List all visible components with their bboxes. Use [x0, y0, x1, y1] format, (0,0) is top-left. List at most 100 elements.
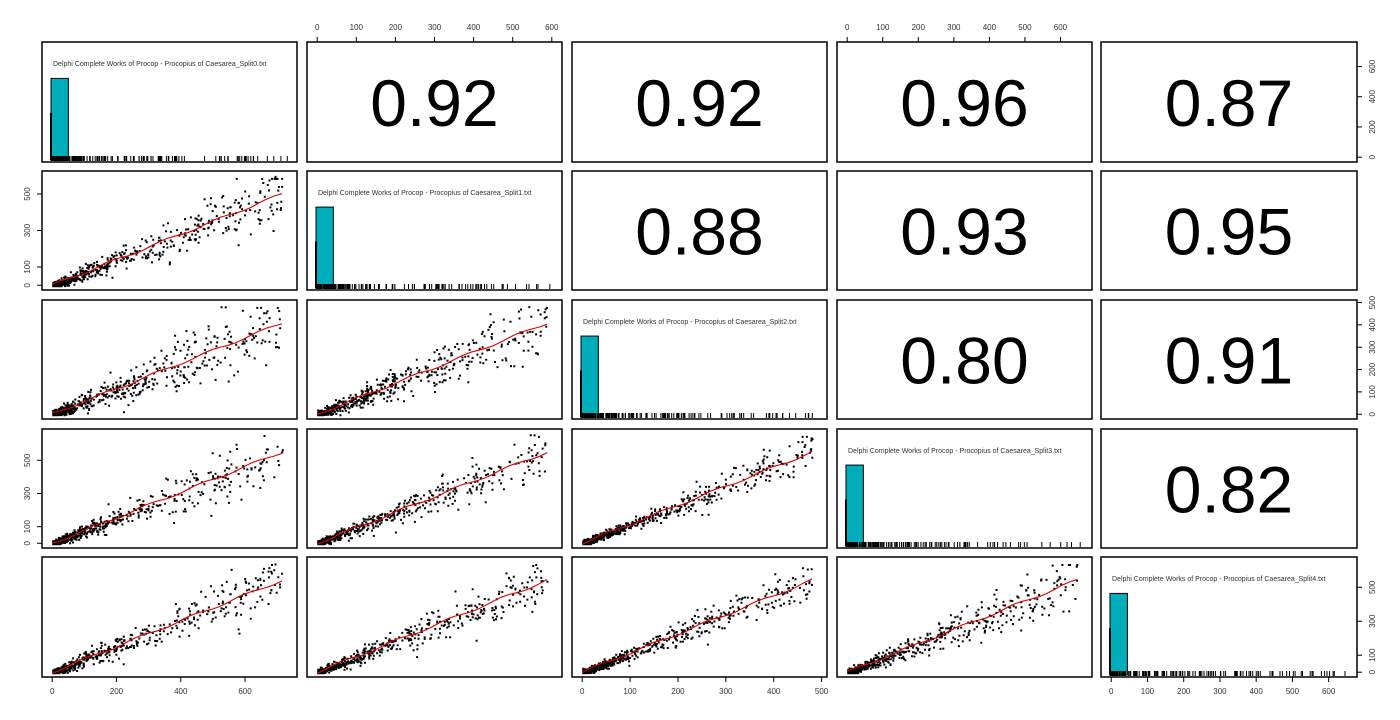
histogram-panel: Delphi Complete Works of Procop - Procop… — [1100, 556, 1358, 678]
tick-label: 200 — [1177, 687, 1191, 696]
tick-label: 600 — [1054, 23, 1068, 32]
loess-line — [51, 193, 283, 285]
tick-label: 400 — [467, 23, 481, 32]
histogram-title: Delphi Complete Works of Procop - Procop… — [583, 319, 797, 326]
histogram-title: Delphi Complete Works of Procop - Procop… — [318, 190, 532, 197]
loess-line — [52, 580, 283, 674]
tick-label: 100 — [623, 687, 637, 696]
loess-line — [316, 579, 548, 674]
tick-label: 100 — [1368, 648, 1377, 662]
loess-line — [317, 452, 548, 545]
tick-label: 100 — [876, 23, 890, 32]
correlation-panel: 0.92 — [306, 41, 563, 163]
bottom-axis: 0 100 200 300 400 500 600 — [1109, 677, 1336, 696]
loess-line — [846, 578, 1078, 672]
correlation-value: 0.92 — [635, 66, 763, 140]
tick-label: 300 — [23, 223, 32, 237]
histogram-title: Delphi Complete Works of Procop - Procop… — [1112, 576, 1326, 583]
tick-label: 100 — [1141, 687, 1155, 696]
correlation-panel: 0.82 — [1100, 428, 1358, 549]
tick-label: 400 — [1368, 318, 1377, 332]
left-axis: 0 100 300 500 — [23, 453, 42, 545]
tick-label: 500 — [1018, 23, 1032, 32]
tick-label: 400 — [1249, 687, 1263, 696]
tick-label: 300 — [947, 23, 961, 32]
tick-label: 300 — [23, 486, 32, 500]
tick-label: 600 — [238, 687, 252, 696]
tick-label: 200 — [1368, 362, 1377, 376]
tick-label: 200 — [110, 687, 124, 696]
top-axis: 0 100 200 300 400 500 600 — [845, 23, 1068, 42]
correlation-panel: 0.95 — [1100, 170, 1358, 291]
tick-label: 300 — [428, 23, 442, 32]
tick-label: 500 — [23, 187, 32, 201]
loess-line — [581, 578, 813, 674]
tick-label: 100 — [23, 260, 32, 274]
correlation-panel: 0.92 — [571, 41, 828, 163]
bottom-axis: 0 200 400 600 — [50, 677, 252, 696]
tick-label: 300 — [1213, 687, 1227, 696]
histogram-panel: Delphi Complete Works of Procop - Procop… — [836, 428, 1093, 549]
scatter-panel — [306, 299, 563, 420]
correlation-value: 0.91 — [1165, 324, 1293, 398]
tick-label: 500 — [23, 453, 32, 467]
tick-label: 500 — [1368, 295, 1377, 309]
right-axis: 0 100 300 500 — [1357, 580, 1377, 674]
tick-label: 100 — [1368, 385, 1377, 399]
tick-label: 600 — [1368, 59, 1377, 73]
tick-label: 500 — [506, 23, 520, 32]
scatter-panel — [571, 428, 828, 549]
correlation-panel: 0.87 — [1100, 41, 1358, 163]
loess-line — [581, 450, 813, 545]
histogram-title: Delphi Complete Works of Procop - Procop… — [848, 448, 1062, 455]
histogram-title: Delphi Complete Works of Procop - Procop… — [53, 61, 267, 68]
scatter-panel — [571, 556, 828, 678]
tick-label: 500 — [1368, 580, 1377, 594]
tick-label: 100 — [23, 519, 32, 533]
correlation-panel: 0.80 — [836, 299, 1093, 420]
tick-label: 600 — [545, 23, 559, 32]
scatter-panel — [41, 556, 298, 678]
loess-line — [52, 452, 283, 544]
tick-label: 300 — [719, 687, 733, 696]
correlation-value: 0.93 — [900, 195, 1028, 269]
left-axis: 0 100 300 500 — [23, 187, 42, 287]
tick-label: 600 — [1322, 687, 1336, 696]
correlation-value: 0.96 — [900, 66, 1028, 140]
tick-label: 400 — [174, 687, 188, 696]
correlation-panel: 0.91 — [1100, 299, 1358, 420]
tick-label: 400 — [1368, 89, 1377, 103]
tick-label: 300 — [1368, 614, 1377, 628]
tick-label: 0 — [23, 540, 32, 545]
tick-label: 0 — [23, 282, 32, 287]
scatter-panel — [306, 428, 563, 549]
tick-label: 100 — [350, 23, 364, 32]
tick-label: 500 — [815, 687, 829, 696]
tick-label: 200 — [1368, 120, 1377, 134]
tick-label: 400 — [767, 687, 781, 696]
scatter-panel — [41, 428, 298, 549]
tick-label: 300 — [1368, 340, 1377, 354]
loess-line — [52, 323, 283, 414]
tick-label: 200 — [389, 23, 403, 32]
loess-line — [317, 323, 548, 415]
correlation-panel: 0.93 — [836, 170, 1093, 291]
tick-label: 0 — [50, 687, 55, 696]
histogram-panel: Delphi Complete Works of Procop - Procop… — [41, 41, 298, 163]
scatter-panel — [306, 556, 563, 678]
tick-label: 400 — [983, 23, 997, 32]
tick-label: 0 — [1368, 669, 1377, 674]
tick-label: 0 — [1109, 687, 1114, 696]
correlation-value: 0.92 — [370, 66, 498, 140]
histogram-panel: Delphi Complete Works of Procop - Procop… — [306, 170, 563, 291]
correlation-panel: 0.96 — [836, 41, 1093, 163]
scatter-panel — [836, 556, 1093, 678]
correlation-panel: 0.88 — [571, 170, 828, 291]
tick-label: 200 — [912, 23, 926, 32]
tick-label: 0 — [1368, 411, 1377, 416]
correlation-value: 0.88 — [635, 195, 763, 269]
tick-label: 0 — [845, 23, 850, 32]
scatter-panel — [41, 170, 298, 291]
tick-label: 500 — [1286, 687, 1300, 696]
